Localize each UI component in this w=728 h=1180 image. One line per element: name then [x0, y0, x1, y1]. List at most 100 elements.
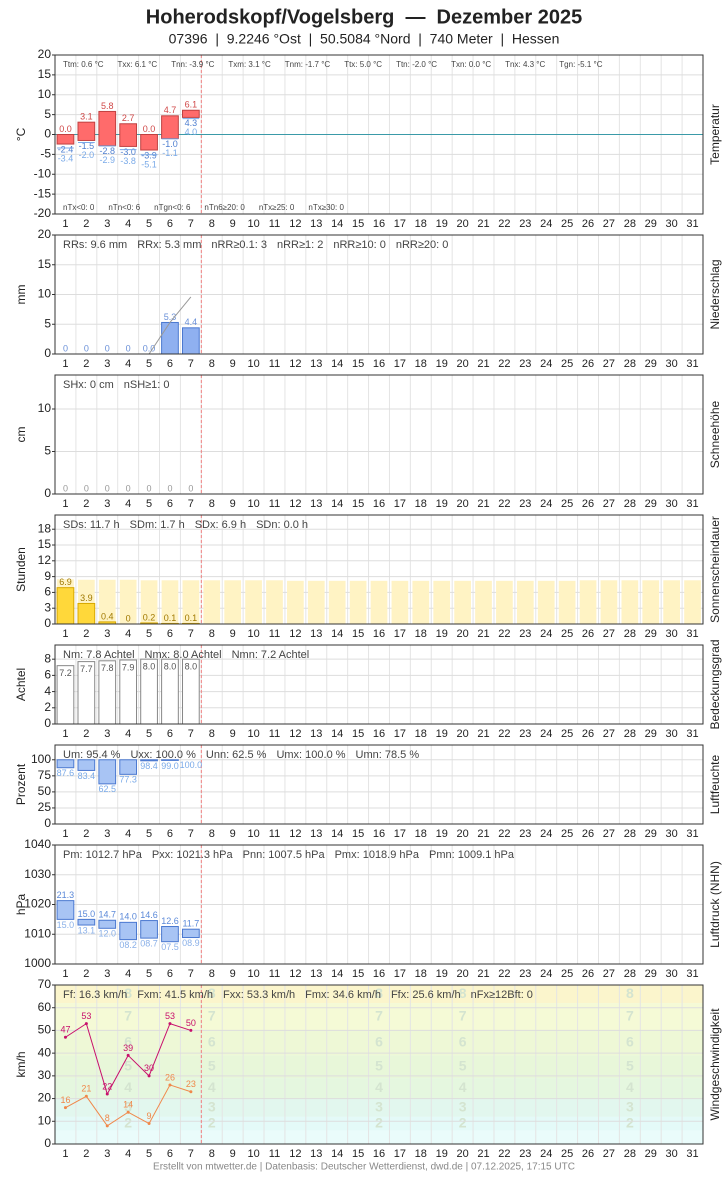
beaufort-label: 2	[208, 1114, 216, 1130]
y-tick-label: 18	[38, 521, 52, 535]
x-tick-label: 19	[436, 218, 448, 230]
x-tick-label: 11	[269, 828, 280, 840]
value-label: -3.0	[120, 147, 136, 157]
range-bar	[119, 759, 138, 775]
x-tick-label: 12	[289, 498, 301, 510]
x-tick-label: 24	[540, 728, 552, 740]
value-label: 12.0	[98, 929, 116, 939]
x-tick-label: 6	[167, 358, 173, 370]
x-tick-label: 8	[209, 218, 215, 230]
x-tick-label: 13	[310, 628, 322, 640]
x-tick-label: 1	[62, 728, 68, 740]
value-label: 4.4	[185, 317, 198, 327]
value-label: 8.0	[143, 662, 156, 672]
x-tick-label: 19	[436, 628, 448, 640]
stat-text: nSH≥1: 0	[124, 379, 170, 391]
value-label: 4.7	[164, 105, 177, 115]
x-tick-label: 31	[686, 728, 698, 740]
x-tick-label: 21	[477, 358, 489, 370]
bar	[266, 580, 283, 624]
x-tick-label: 29	[645, 828, 657, 840]
y-tick-label: 50	[38, 1023, 52, 1037]
value-label: 0.1	[164, 613, 177, 623]
x-tick-label: 22	[498, 498, 510, 510]
wind-point	[126, 1110, 130, 1114]
y-tick-label: 2	[44, 700, 51, 714]
beaufort-label: 4	[208, 1079, 216, 1095]
subtitle: 07396 | 9.2246 °Ost | 50.5084 °Nord | 74…	[169, 31, 560, 47]
range-bar	[56, 900, 75, 920]
y-tick-label: -10	[34, 166, 52, 180]
value-label: 77.3	[119, 775, 137, 785]
value-label: 30	[144, 1063, 154, 1073]
range-bar	[140, 759, 158, 762]
x-tick-label: 8	[209, 728, 215, 740]
stat-text: RRs: 9.6 mm	[63, 239, 127, 251]
x-tick-label: 19	[436, 358, 448, 370]
range-bar	[161, 115, 179, 139]
x-tick-label: 27	[603, 358, 615, 370]
value-label: 23	[186, 1079, 196, 1089]
value-label: 6.1	[185, 100, 198, 110]
x-tick-label: 6	[167, 498, 173, 510]
x-tick-label: 27	[603, 628, 615, 640]
value-label: -3.4	[58, 153, 74, 163]
x-tick-label: 6	[167, 1148, 173, 1160]
x-tick-label: 14	[331, 218, 343, 230]
y-tick-label: 30	[38, 1068, 52, 1082]
x-tick-label: 18	[415, 1148, 427, 1160]
x-tick-label: 13	[310, 968, 322, 980]
x-tick-label: 17	[394, 218, 406, 230]
x-tick-label: 21	[477, 728, 489, 740]
x-tick-label: 20	[456, 828, 468, 840]
x-tick-label: 4	[125, 218, 131, 230]
wind-point	[147, 1074, 151, 1078]
bar	[182, 327, 200, 355]
bar	[558, 580, 576, 624]
stat-text: nTn<0: 6	[108, 203, 140, 212]
x-tick-label: 2	[83, 628, 89, 640]
x-tick-label: 16	[373, 728, 385, 740]
beaufort-label: 2	[459, 1114, 467, 1130]
x-tick-label: 16	[373, 1148, 385, 1160]
x-tick-label: 5	[146, 968, 152, 980]
x-tick-label: 28	[624, 1148, 636, 1160]
x-tick-label: 15	[352, 628, 364, 640]
range-bar	[119, 123, 138, 147]
value-label: 7.7	[80, 664, 93, 674]
x-tick-label: 29	[645, 628, 657, 640]
x-tick-label: 24	[540, 968, 552, 980]
value-label: 26	[165, 1072, 175, 1082]
wind-point	[63, 1106, 67, 1110]
x-tick-label: 18	[415, 968, 427, 980]
x-tick-label: 2	[83, 218, 89, 230]
stat-text: nTx≥30: 0	[308, 203, 344, 212]
x-tick-label: 12	[289, 728, 301, 740]
x-tick-label: 15	[352, 828, 364, 840]
x-tick-label: 21	[477, 1148, 489, 1160]
value-label: -3.9	[141, 150, 157, 160]
wind-point	[189, 1028, 193, 1032]
value-label: 9	[147, 1111, 152, 1121]
wind-point	[84, 1022, 88, 1026]
x-tick-label: 1	[62, 968, 68, 980]
y-tick-label: 3	[44, 600, 51, 614]
y-tick-label: 0	[44, 346, 51, 360]
range-bar	[98, 110, 117, 147]
x-tick-label: 11	[269, 628, 280, 640]
value-label: 83.4	[78, 771, 96, 781]
x-tick-label: 21	[477, 828, 489, 840]
bar	[245, 580, 262, 624]
value-label: 62.5	[98, 784, 116, 794]
beaufort-label: 3	[459, 1098, 467, 1114]
y-axis-label: Stunden	[14, 547, 28, 592]
y-tick-label: 50	[38, 784, 52, 798]
y-tick-label: 15	[38, 257, 52, 271]
value-label: 50	[186, 1018, 196, 1028]
x-tick-label: 18	[415, 628, 427, 640]
bar	[496, 580, 513, 624]
bar	[140, 580, 158, 624]
y-tick-label: 15	[38, 537, 52, 551]
bar	[328, 580, 346, 624]
stat-text: Txx: 6.1 °C	[118, 60, 158, 69]
